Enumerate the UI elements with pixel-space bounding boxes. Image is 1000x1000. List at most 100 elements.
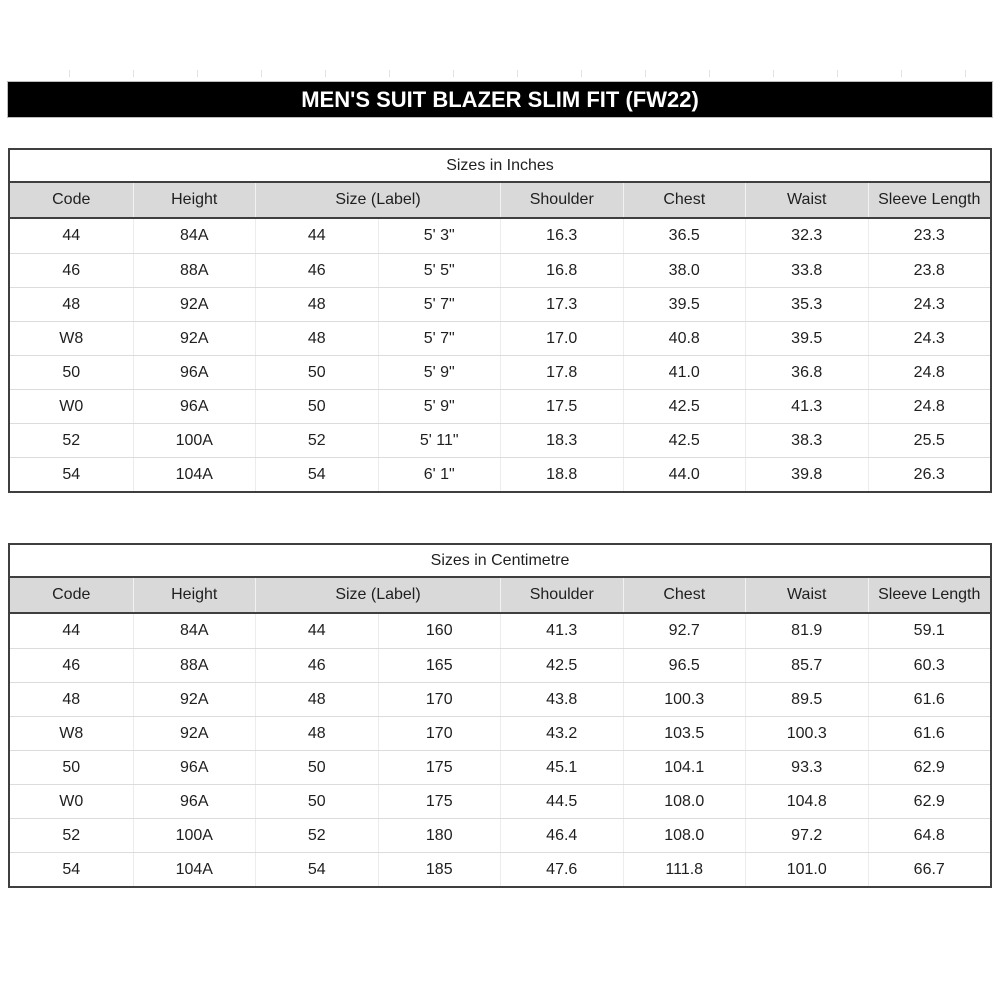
table-cell: 6' 1" <box>377 458 501 491</box>
table-cell: 84A <box>132 219 256 253</box>
table-cell: 88A <box>132 254 256 287</box>
table-cell: 54 <box>62 465 81 483</box>
table-cell: W0 <box>59 792 84 810</box>
table-cell: 88A <box>132 649 256 682</box>
table-cell: 89.5 <box>745 683 868 716</box>
table-cell: 41.3 <box>500 614 623 648</box>
gridline-tick <box>581 70 582 77</box>
gridline-tick <box>453 70 454 77</box>
table-cell: 85.7 <box>745 649 868 682</box>
table-cell: 48 <box>255 683 378 716</box>
table-cell: 48 <box>255 717 378 750</box>
gridline-tick <box>901 70 902 77</box>
table-cell: 50 <box>62 363 81 381</box>
table-cell: 23.3 <box>867 219 991 253</box>
table-cell: 46.4 <box>500 819 623 852</box>
table-cell: 44.0 <box>622 458 746 491</box>
gridline-tick <box>965 70 966 77</box>
table-cell: 100A <box>132 819 256 852</box>
table-cell: W0 <box>59 397 84 415</box>
table-cell: 47.6 <box>500 853 623 886</box>
table-cell: 24.8 <box>867 390 991 423</box>
table-cell: 96A <box>132 785 256 818</box>
table-cell: 16.3 <box>500 219 623 253</box>
top-gridline-ticks <box>0 70 1000 78</box>
table-cell: 170 <box>377 717 501 750</box>
header-cell: Waist <box>745 578 868 612</box>
size-table-centimetre: Sizes in Centimetre Code Height Size (Labe… <box>8 543 992 888</box>
header-cell: Code <box>52 586 91 603</box>
table-title-inches: Sizes in Inches <box>10 150 990 183</box>
table-cell: 46 <box>255 649 378 682</box>
table-cell: 5' 9" <box>377 356 501 389</box>
table-row: 48 92A 48 5' 7" 17.3 39.5 35.3 24.3 <box>10 287 990 321</box>
table-cell: 39.8 <box>745 458 868 491</box>
table-cell: 43.8 <box>500 683 623 716</box>
table-row: 50 96A 50 175 45.1 104.1 93.3 62.9 <box>10 750 990 784</box>
table-cell: 44 <box>255 614 378 648</box>
table-row: W8 92A 48 5' 7" 17.0 40.8 39.5 24.3 <box>10 321 990 355</box>
table-cell: 50 <box>255 356 378 389</box>
gridline-tick <box>69 70 70 77</box>
table-cell: 44 <box>62 227 81 244</box>
table-cell: 33.8 <box>745 254 868 287</box>
table-cell: 5' 5" <box>377 254 501 287</box>
gridline-tick <box>197 70 198 77</box>
table-cell: 42.5 <box>622 424 746 457</box>
table-cell: 52 <box>255 424 378 457</box>
table-cell: 96A <box>132 751 256 784</box>
table-cell: 84A <box>132 614 256 648</box>
table-cell: 38.0 <box>622 254 746 287</box>
table-cell: 42.5 <box>622 390 746 423</box>
table-row: 48 92A 48 170 43.8 100.3 89.5 61.6 <box>10 682 990 716</box>
table-cell: 44 <box>255 219 378 253</box>
table-cell: 16.8 <box>500 254 623 287</box>
table-cell: 36.5 <box>622 219 746 253</box>
table-cell: 45.1 <box>500 751 623 784</box>
table-cell: 52 <box>62 826 81 844</box>
table-cell: 18.3 <box>500 424 623 457</box>
table-cell: 160 <box>377 614 501 648</box>
table-cell: 92A <box>132 717 256 750</box>
table-cell: 48 <box>255 322 378 355</box>
table-row: W0 96A 50 5' 9" 17.5 42.5 41.3 24.8 <box>10 389 990 423</box>
table-cell: 17.5 <box>500 390 623 423</box>
header-cell: Height <box>132 183 256 217</box>
table-cell: 81.9 <box>745 614 868 648</box>
table-cell: 48 <box>62 295 81 313</box>
table-cell: 54 <box>62 860 81 878</box>
table-cell: 104.1 <box>622 751 746 784</box>
table-cell: 46 <box>62 656 81 674</box>
table-cell: 96.5 <box>622 649 746 682</box>
table-cell: 41.0 <box>622 356 746 389</box>
table-cell: 44 <box>62 622 81 639</box>
table-cell: 103.5 <box>622 717 746 750</box>
table-cell: 92.7 <box>622 614 746 648</box>
table-cell: 32.3 <box>745 219 868 253</box>
table-cell: 92A <box>132 683 256 716</box>
table-cell: 42.5 <box>500 649 623 682</box>
table-cell: 111.8 <box>622 853 746 886</box>
table-row: 44 84A 44 160 41.3 92.7 81.9 59.1 <box>10 614 990 648</box>
table-cell: 23.8 <box>867 254 991 287</box>
table-cell: 35.3 <box>745 288 868 321</box>
table-cell: 61.6 <box>867 717 991 750</box>
table-cell: 5' 7" <box>377 322 501 355</box>
table-cell: 38.3 <box>745 424 868 457</box>
table-cell: 180 <box>377 819 501 852</box>
header-cell: Shoulder <box>500 183 623 217</box>
table-row: 54 104A 54 6' 1" 18.8 44.0 39.8 26.3 <box>10 457 990 491</box>
table-row: 52 100A 52 5' 11" 18.3 42.5 38.3 25.5 <box>10 423 990 457</box>
gridline-tick <box>389 70 390 77</box>
table-row: 54 104A 54 185 47.6 111.8 101.0 66.7 <box>10 852 990 886</box>
table-cell: 66.7 <box>867 853 991 886</box>
header-cell: Waist <box>745 183 868 217</box>
header-cell: Chest <box>622 183 746 217</box>
chart-title-bar: MEN'S SUIT BLAZER SLIM FIT (FW22) <box>7 81 993 118</box>
table-cell: 59.1 <box>867 614 991 648</box>
table-cell: 43.2 <box>500 717 623 750</box>
table-cell: 50 <box>255 390 378 423</box>
table-row: 52 100A 52 180 46.4 108.0 97.2 64.8 <box>10 818 990 852</box>
table-cell: 5' 7" <box>377 288 501 321</box>
